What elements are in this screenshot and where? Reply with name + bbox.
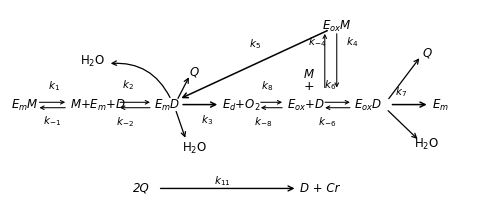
Text: $k_4$: $k_4$ <box>346 35 358 49</box>
Text: $k_{-8}$: $k_{-8}$ <box>254 115 272 129</box>
Text: $E_{ox}$+D: $E_{ox}$+D <box>287 97 325 113</box>
Text: $k_{-2}$: $k_{-2}$ <box>116 115 134 129</box>
Text: H$_2$O: H$_2$O <box>80 54 106 69</box>
Text: $k_{-1}$: $k_{-1}$ <box>42 114 60 127</box>
Text: M: M <box>304 68 314 81</box>
Text: $E_m$D: $E_m$D <box>154 97 180 113</box>
Text: $k_5$: $k_5$ <box>249 38 261 51</box>
Text: M+$E_m$+D: M+$E_m$+D <box>70 97 126 113</box>
Text: Q: Q <box>189 65 198 78</box>
Text: $k_{11}$: $k_{11}$ <box>214 174 231 188</box>
Text: $E_d$+O$_2$: $E_d$+O$_2$ <box>222 97 260 113</box>
Text: $E_{ox}$M: $E_{ox}$M <box>322 19 352 34</box>
Text: $k_6$: $k_6$ <box>324 78 336 92</box>
Text: Q: Q <box>422 46 432 59</box>
Text: +: + <box>304 80 314 93</box>
Text: $k_3$: $k_3$ <box>201 113 213 127</box>
Text: $k_{-6}$: $k_{-6}$ <box>318 115 336 129</box>
Text: H$_2$O: H$_2$O <box>182 141 206 156</box>
Text: $k_8$: $k_8$ <box>261 79 273 93</box>
Text: $E_m$M: $E_m$M <box>10 97 38 113</box>
Text: H$_2$O: H$_2$O <box>414 137 440 152</box>
Text: $k_2$: $k_2$ <box>122 78 134 92</box>
Text: $k_7$: $k_7$ <box>394 85 406 99</box>
Text: $k_1$: $k_1$ <box>48 79 60 93</box>
Text: $E_m$: $E_m$ <box>432 97 449 113</box>
Text: 2Q: 2Q <box>133 182 150 195</box>
Text: $E_{ox}$D: $E_{ox}$D <box>354 97 382 113</box>
Text: $k_{-4}$: $k_{-4}$ <box>308 35 326 49</box>
Text: D + Cr: D + Cr <box>300 182 340 195</box>
